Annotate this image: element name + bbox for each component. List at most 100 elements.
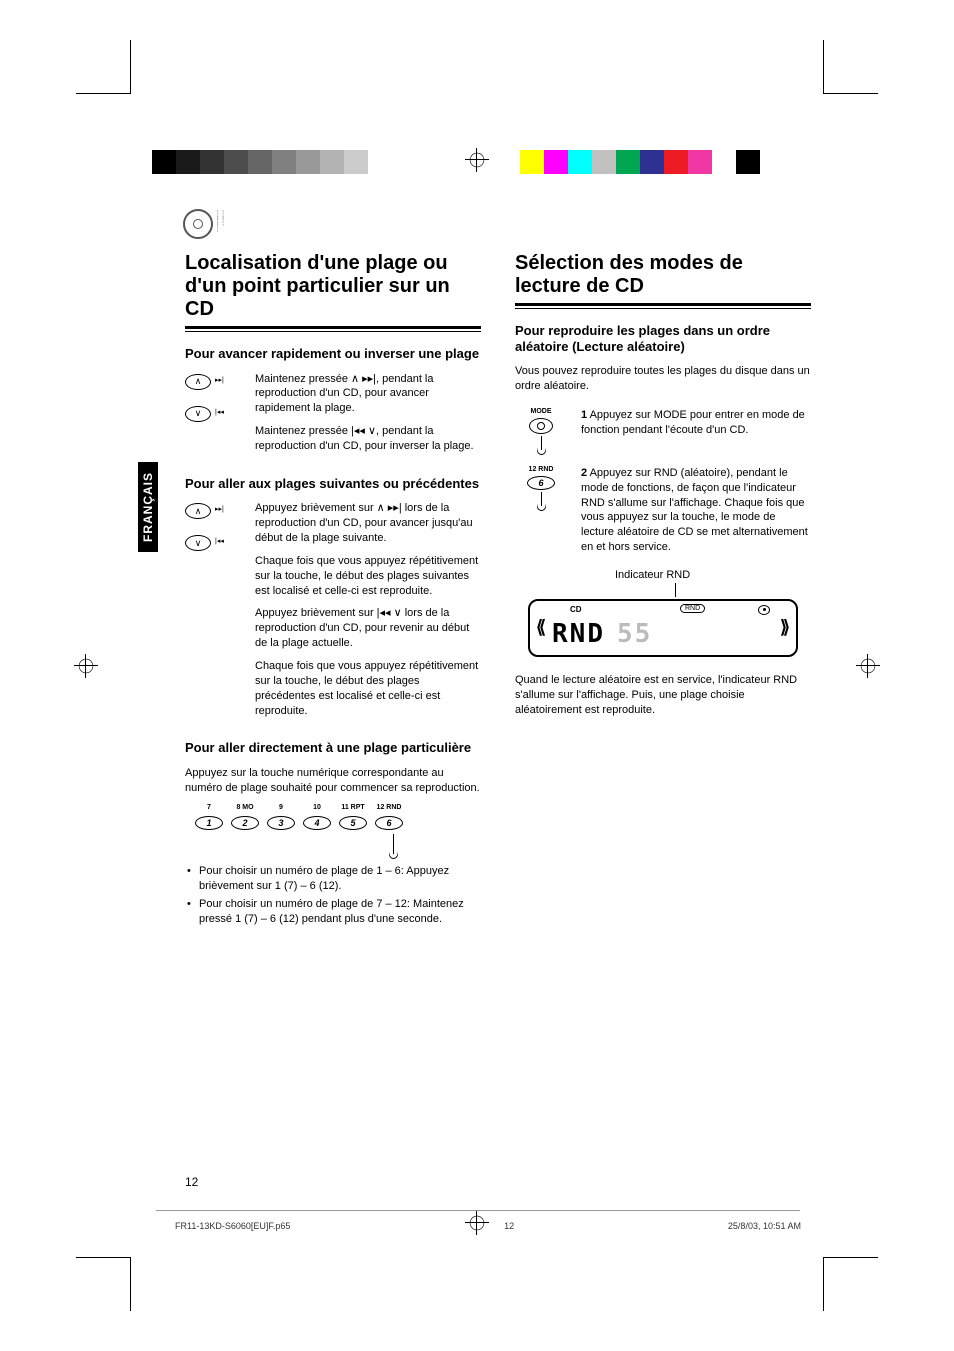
swatch	[736, 150, 760, 174]
step-number: 2	[581, 467, 587, 479]
swatch	[544, 150, 568, 174]
number-button: 93	[267, 804, 295, 830]
swatch	[152, 150, 176, 174]
color-colorbar	[520, 150, 760, 174]
number-button-oval: 5	[339, 816, 367, 830]
swatch	[616, 150, 640, 174]
number-button: 12 RND 6	[375, 804, 403, 830]
indicator-label: Indicateur RND	[615, 569, 811, 581]
number-button-label: 10	[313, 804, 321, 813]
footer-datetime: 25/8/03, 10:51 AM	[728, 1221, 801, 1231]
swatch	[688, 150, 712, 174]
lcd-disc-icon	[758, 605, 770, 615]
swatch	[640, 150, 664, 174]
footer-center: 12	[504, 1221, 514, 1231]
number-button: 11 RPT 5	[339, 804, 367, 830]
section3-heading: Pour aller directement à une plage parti…	[185, 740, 481, 756]
mode-label: MODE	[515, 408, 567, 415]
cropmark	[823, 40, 824, 94]
swatch	[712, 150, 736, 174]
swatch	[344, 150, 368, 174]
cd-section-icon: ┊┊┊┊┊	[183, 206, 231, 242]
skip-buttons-icon: ∧ ▸▸| ∨ |◂◂	[185, 501, 245, 726]
registration-mark	[74, 654, 98, 678]
step2-text: Appuyez sur RND (aléatoire), pendant le …	[581, 467, 808, 553]
r-footer-text: Quand le lecture aléatoire est en servic…	[515, 673, 811, 718]
swatch	[368, 150, 392, 174]
sec2-para2b: Chaque fois que vous appuyez répétitivem…	[255, 659, 481, 718]
swatch	[664, 150, 688, 174]
swatch	[176, 150, 200, 174]
left-column: Localisation d'une plage ou d'un point p…	[185, 252, 481, 931]
cropmark	[76, 1257, 130, 1258]
rnd-btn-number: 6	[527, 476, 555, 490]
grayscale-colorbar	[152, 150, 392, 174]
mode-button-icon: MODE	[515, 408, 567, 452]
number-buttons-row: 718 MO29310411 RPT512 RND6	[195, 804, 481, 830]
number-button-oval: 3	[267, 816, 295, 830]
language-tab: FRANÇAIS	[138, 462, 158, 552]
registration-mark	[856, 654, 880, 678]
footer-rule	[156, 1210, 800, 1211]
number-button-oval: 4	[303, 816, 331, 830]
page-number: 12	[185, 1175, 198, 1189]
number-button-oval: 1	[195, 816, 223, 830]
swatch	[224, 150, 248, 174]
bullet-list: Pour choisir un numéro de plage de 1 – 6…	[185, 864, 481, 927]
rnd-button-icon: 12 RND 6	[515, 466, 567, 555]
manual-page: ┊┊┊┊┊ FRANÇAIS Localisation d'une plage …	[0, 0, 954, 1351]
content-area: Localisation d'une plage ou d'un point p…	[185, 252, 811, 931]
sec1-para2: Maintenez pressée |◂◂ ∨, pendant la repr…	[255, 424, 481, 454]
swatch	[296, 150, 320, 174]
lcd-display: ⟪ CD RND RND 55 ⟫	[528, 599, 798, 657]
indicator-pointer	[675, 583, 676, 597]
pointer-icon	[393, 834, 394, 854]
number-button: 104	[303, 804, 331, 830]
left-title: Localisation d'une plage ou d'un point p…	[185, 252, 481, 321]
lcd-main-text: RND	[552, 619, 605, 649]
section1-heading: Pour avancer rapidement ou inverser une …	[185, 346, 481, 362]
swatch	[248, 150, 272, 174]
swatch	[568, 150, 592, 174]
number-button-oval: 2	[231, 816, 259, 830]
number-button-label: 11 RPT	[341, 804, 364, 813]
number-button: 8 MO 2	[231, 804, 259, 830]
cropmark	[824, 1257, 878, 1258]
swatch	[320, 150, 344, 174]
footer-filename: FR11-13KD-S6060[EU]F.p65	[175, 1221, 290, 1231]
right-title: Sélection des modes de lecture de CD	[515, 252, 811, 298]
cropmark	[130, 1257, 131, 1311]
number-button-label: 7	[207, 804, 211, 813]
footer-meta: FR11-13KD-S6060[EU]F.p65 12 25/8/03, 10:…	[175, 1221, 801, 1231]
cropmark	[823, 1257, 824, 1311]
number-button-label: 9	[279, 804, 283, 813]
sec2-para1: Appuyez brièvement sur ∧ ▸▸| lors de la …	[255, 501, 481, 546]
lcd-rnd-badge: RND	[680, 604, 705, 613]
sec2-para1b: Chaque fois que vous appuyez répétitivem…	[255, 554, 481, 599]
number-button-label: 12 RND	[377, 804, 402, 813]
lcd-right-icon: ⟫	[780, 617, 790, 638]
swatch	[592, 150, 616, 174]
number-button: 71	[195, 804, 223, 830]
number-button-label: 8 MO	[236, 804, 253, 813]
cropmark	[76, 93, 130, 94]
skip-buttons-icon: ∧ ▸▸| ∨ |◂◂	[185, 372, 245, 462]
r-intro: Vous pouvez reproduire toutes les plages…	[515, 364, 811, 394]
lcd-dim-text: 55	[617, 619, 652, 649]
section2-heading: Pour aller aux plages suivantes ou précé…	[185, 476, 481, 492]
lcd-left-icon: ⟪	[536, 617, 546, 638]
swatch	[272, 150, 296, 174]
number-button-oval: 6	[375, 816, 403, 830]
registration-mark	[465, 148, 489, 172]
r-section1-heading: Pour reproduire les plages dans un ordre…	[515, 323, 811, 354]
cropmark	[130, 40, 131, 94]
swatch	[200, 150, 224, 174]
step-number: 1	[581, 409, 587, 421]
swatch	[520, 150, 544, 174]
sec3-intro: Appuyez sur la touche numérique correspo…	[185, 766, 481, 796]
lcd-cd-label: CD	[570, 605, 582, 614]
rnd-label: 12 RND	[515, 466, 567, 473]
bullet-1: Pour choisir un numéro de plage de 1 – 6…	[199, 864, 481, 894]
sec2-para2: Appuyez brièvement sur |◂◂ ∨ lors de la …	[255, 606, 481, 651]
cropmark	[824, 93, 878, 94]
